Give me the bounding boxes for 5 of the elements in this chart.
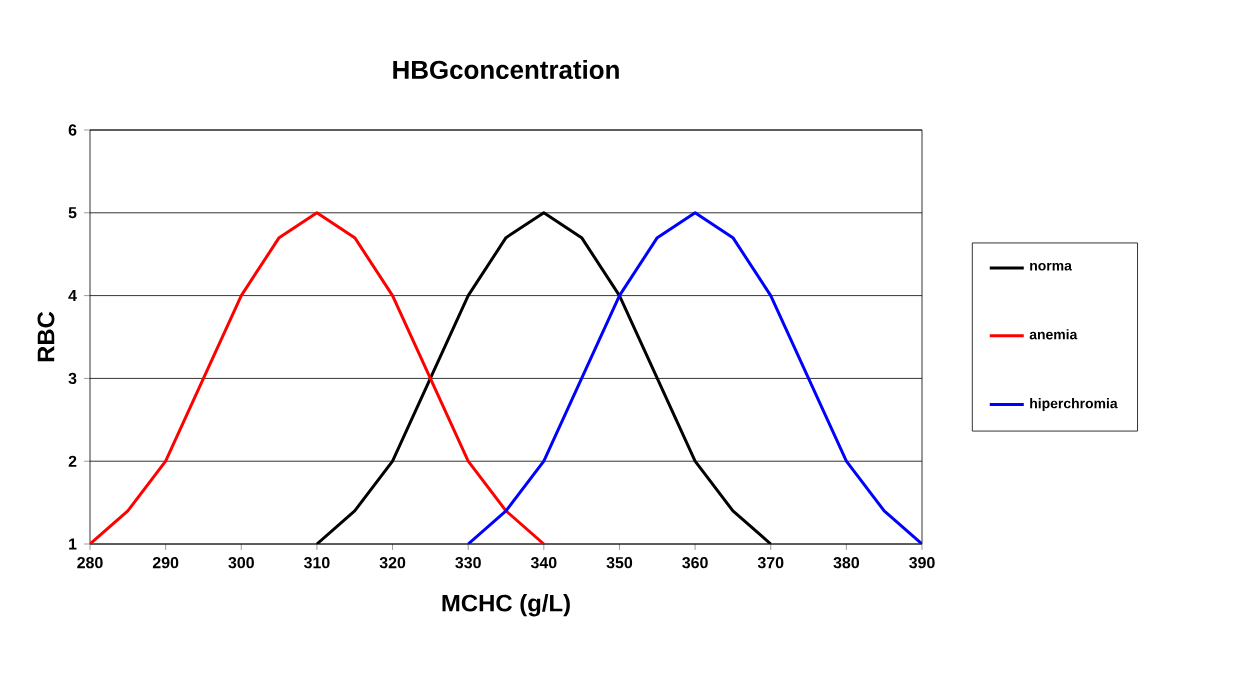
chart-title: HBGconcentration (393, 59, 619, 80)
x-axis-title: MCHC (g/L) (442, 594, 570, 617)
line-series (90, 211, 546, 544)
y-axis-title: RBC (37, 311, 55, 362)
line-series (466, 211, 923, 544)
